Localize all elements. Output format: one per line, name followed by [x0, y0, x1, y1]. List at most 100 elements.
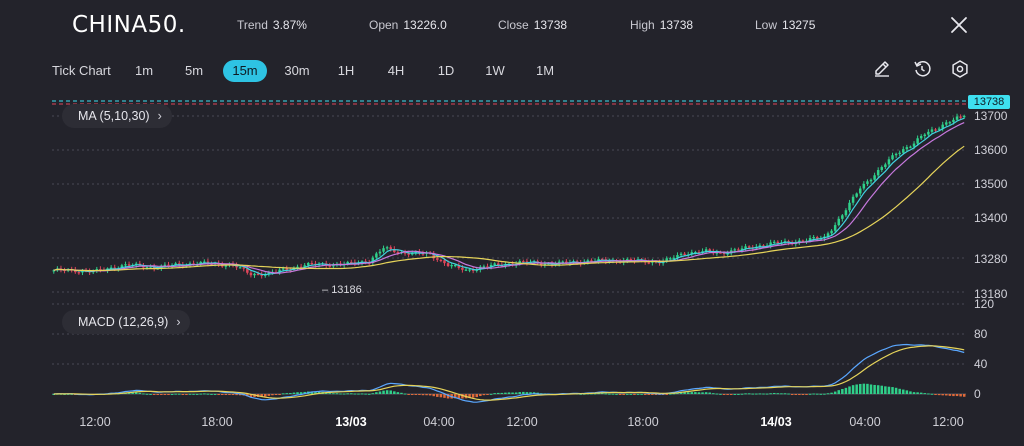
macd-histogram-bar — [902, 389, 905, 394]
candle-body — [844, 210, 848, 216]
macd-histogram-bar — [579, 393, 582, 395]
macd-histogram-bar — [418, 394, 421, 395]
candle-body — [905, 147, 909, 150]
macd-histogram-bar — [134, 392, 138, 394]
macd-histogram-bar — [163, 394, 167, 395]
tab-1h[interactable]: 1H — [337, 63, 355, 78]
macd-histogram-bar — [525, 392, 529, 394]
macd-histogram-bar — [798, 394, 801, 395]
candle-body — [446, 263, 450, 267]
candle-body — [884, 164, 887, 168]
macd-histogram-bar — [281, 393, 285, 395]
macd-histogram-bar — [522, 391, 525, 394]
candle-body — [167, 264, 170, 266]
macd-histogram-bar — [672, 393, 676, 395]
macd-histogram-bar — [403, 393, 407, 395]
candle-body — [948, 122, 952, 124]
macd-histogram-bar — [482, 394, 486, 396]
price-label: 13280 — [974, 252, 1008, 266]
macd-histogram-bar — [640, 393, 643, 395]
macd-histogram-bar — [622, 394, 625, 395]
candle-body — [525, 261, 529, 263]
macd-histogram-bar — [884, 386, 887, 394]
macd-histogram-bar — [443, 394, 446, 398]
tab-1w[interactable]: 1W — [485, 63, 505, 78]
macd-histogram-bar — [733, 393, 737, 395]
tab-1mo[interactable]: 1M — [535, 63, 555, 78]
candle-body — [715, 252, 719, 254]
time-label: 18:00 — [627, 415, 659, 429]
candle-body — [296, 266, 299, 268]
candle-body — [952, 119, 955, 123]
settings-gear-icon[interactable] — [950, 59, 970, 79]
tab-4h[interactable]: 4H — [387, 63, 405, 78]
candle-body — [278, 269, 281, 273]
macd-histogram-bar — [927, 393, 930, 395]
macd-indicator-pill[interactable]: MACD (12,26,9) › — [62, 310, 191, 334]
candle-body — [518, 261, 522, 264]
macd-histogram-bar — [511, 392, 514, 394]
price-label: 13180 — [974, 287, 1008, 301]
macd-histogram-bar — [274, 394, 278, 395]
macd-histogram-bar — [683, 392, 686, 394]
candle-body — [493, 263, 496, 265]
macd-histogram-bar — [156, 394, 159, 395]
macd-histogram-bar — [260, 394, 263, 398]
candle-body — [869, 179, 873, 182]
macd-histogram-bar — [769, 393, 772, 395]
macd-histogram-bar — [160, 394, 163, 395]
macd-histogram-bar — [651, 394, 654, 395]
macd-histogram-bar — [436, 394, 439, 397]
candle-body — [830, 230, 833, 234]
macd-histogram-bar — [815, 393, 819, 395]
candle-body — [837, 218, 841, 226]
macd-histogram-bar — [210, 393, 213, 395]
candle-body — [959, 116, 962, 118]
candle-body — [303, 265, 306, 268]
macd-histogram-bar — [948, 394, 952, 396]
reset-clock-icon[interactable] — [912, 59, 932, 79]
candle-body — [124, 264, 127, 266]
tab-5m[interactable]: 5m — [184, 63, 204, 78]
macd-histogram-bar — [167, 394, 170, 395]
candle-body — [224, 265, 228, 267]
macd-histogram-bar — [665, 394, 668, 395]
candle-body — [873, 175, 876, 180]
macd-histogram-bar — [618, 394, 622, 395]
macd-histogram-bar — [296, 392, 299, 394]
tab-1m[interactable]: 1m — [134, 63, 154, 78]
time-label: 04:00 — [849, 415, 881, 429]
candle-body — [945, 122, 948, 125]
candle-body — [894, 153, 898, 156]
macd-histogram-bar — [292, 392, 296, 394]
candle-body — [912, 143, 916, 147]
tab-15m[interactable]: 15m — [223, 60, 267, 82]
draw-pencil-icon[interactable] — [872, 59, 892, 79]
ma-indicator-pill[interactable]: MA (5,10,30) › — [62, 104, 172, 128]
macd-histogram-bar — [880, 385, 884, 394]
candle-body — [930, 129, 934, 132]
macd-histogram-bar — [375, 392, 378, 394]
macd-histogram-bar — [629, 393, 633, 395]
macd-histogram-bar — [529, 392, 532, 394]
candle-body — [923, 134, 927, 137]
candle-body — [203, 261, 206, 263]
macd-histogram-bar — [382, 390, 385, 394]
macd-histogram-bar — [830, 392, 833, 394]
tab-30m[interactable]: 30m — [284, 63, 310, 78]
candle-body — [486, 266, 489, 268]
candle-body — [898, 152, 901, 154]
macd-histogram-bar — [246, 394, 249, 397]
tick-chart-button[interactable]: Tick Chart — [52, 63, 111, 78]
macd-histogram-bar — [400, 392, 403, 394]
candle-body — [859, 188, 862, 194]
candle-body — [450, 265, 453, 267]
macd-histogram-bar — [600, 393, 604, 395]
candle-body — [432, 253, 435, 259]
candle-body — [174, 263, 177, 266]
macd-histogram-bar — [959, 394, 962, 397]
tab-1d[interactable]: 1D — [437, 63, 455, 78]
header-bar: CHINA50. Trend 3.87% Open 13226.0 Close 137… — [0, 0, 1024, 50]
close-icon[interactable] — [948, 14, 970, 36]
